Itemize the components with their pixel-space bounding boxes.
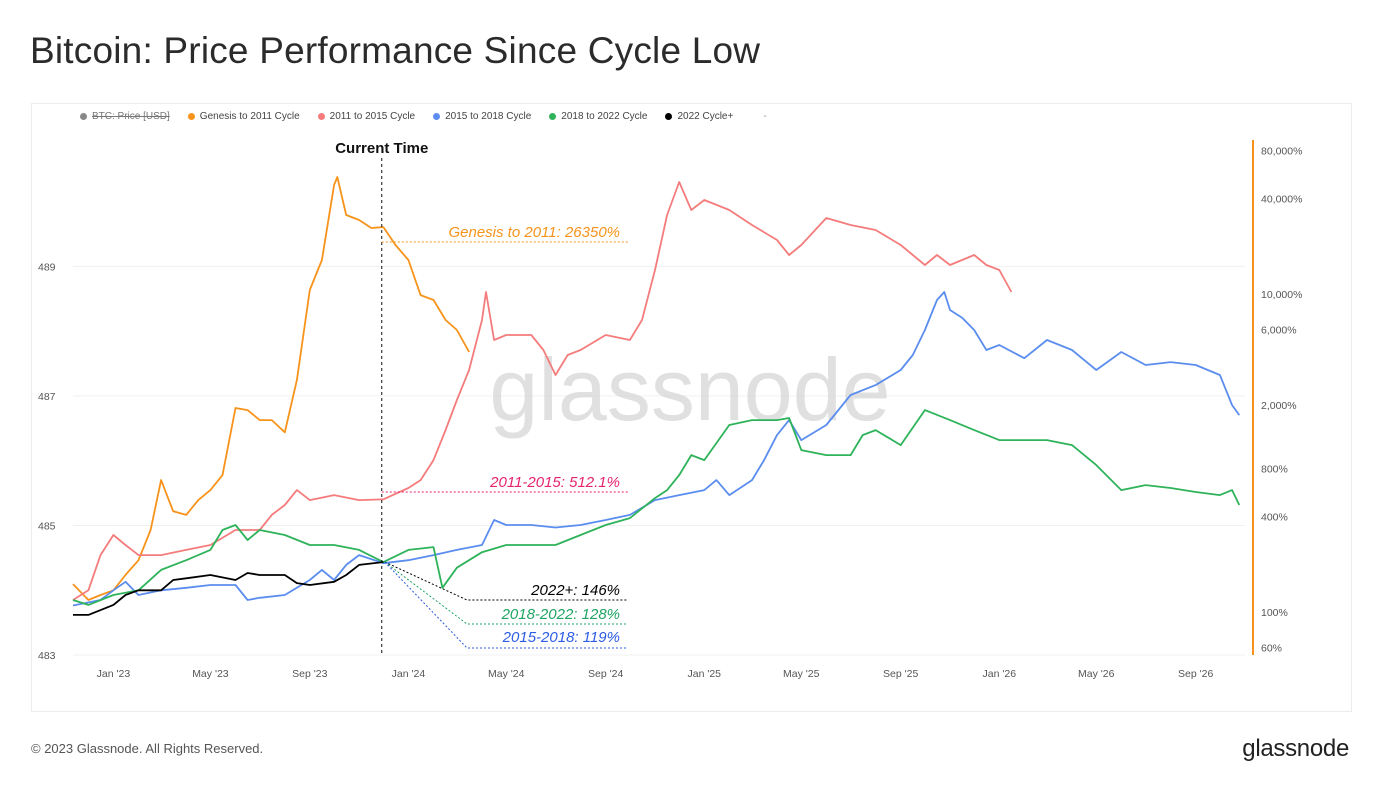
legend-item-2022-cycle[interactable]: 2022 Cycle+	[665, 111, 733, 122]
series-lines	[72, 176, 1241, 616]
chart-legend: BTC: Price [USD] Genesis to 2011 Cycle 2…	[80, 111, 767, 122]
grid-lines	[73, 265, 1245, 656]
legend-item-genesis-2011[interactable]: Genesis to 2011 Cycle	[187, 111, 300, 122]
y-right-tick-label: 2,000%	[1261, 400, 1297, 412]
x-tick-label: Sep '24	[588, 668, 623, 680]
legend-dot-icon	[317, 113, 325, 120]
x-tick-label: May '24	[488, 668, 525, 680]
annotation-label: 2011-2015: 512.1%	[489, 474, 620, 491]
annotation-label: 2018-2022: 128%	[501, 606, 620, 623]
legend-item-2011-2015[interactable]: 2011 to 2015 Cycle	[317, 111, 416, 122]
chart-frame	[31, 103, 1352, 712]
current-time-label: Current Time	[335, 140, 428, 157]
y-right-tick-label: 6,000%	[1261, 324, 1297, 336]
y-axis-ticks: 483 485 487 489 60% 100% 400% 800% 2,000% 6,000% 1…	[38, 140, 1302, 662]
legend-label: Genesis to 2011 Cycle	[199, 111, 300, 122]
annotations: Current Time Genesis to 2011: 26350% 2011-…	[335, 140, 628, 655]
footer-copyright: © 2023 Glassnode. All Rights Reserved.	[31, 741, 264, 756]
legend-dot-icon	[549, 113, 557, 120]
annotation-label: Genesis to 2011: 26350%	[448, 224, 620, 241]
x-tick-label: Sep '26	[1178, 668, 1213, 680]
series-line-3	[72, 409, 1241, 606]
legend-item-btc-price[interactable]: BTC: Price [USD]	[80, 111, 170, 122]
legend-label: -	[763, 111, 767, 122]
page-title: Bitcoin: Price Performance Since Cycle L…	[30, 30, 761, 71]
watermark: glassnode	[489, 340, 890, 439]
x-tick-label: Jan '24	[392, 668, 426, 680]
y-right-tick-label: 800%	[1261, 463, 1288, 475]
y-right-tick-label: 80,000%	[1261, 145, 1302, 157]
y-right-tick-label: 10,000%	[1261, 289, 1302, 301]
annotation-leader-line	[384, 561, 628, 601]
x-tick-label: Sep '25	[883, 668, 918, 680]
y-left-tick-label: 487	[38, 391, 56, 403]
glassnode-logo: glassnode	[1242, 735, 1349, 762]
y-right-tick-label: 60%	[1261, 642, 1282, 654]
legend-item-2015-2018[interactable]: 2015 to 2018 Cycle	[433, 111, 531, 122]
series-line-1	[72, 181, 1013, 601]
y-left-tick-label: 485	[38, 520, 56, 532]
legend-dot-icon	[80, 113, 87, 120]
legend-item-extra[interactable]: -	[763, 111, 766, 122]
annotation-label: 2015-2018: 119%	[502, 629, 620, 646]
x-tick-label: May '26	[1078, 668, 1115, 680]
series-line-4	[73, 561, 384, 616]
x-tick-label: Jan '25	[687, 668, 721, 680]
y-right-tick-label: 40,000%	[1261, 193, 1302, 205]
series-line-0	[72, 176, 470, 601]
x-axis-ticks: Jan '23 May '23 Sep '23 Jan '24 May '24 Sep '…	[97, 668, 1214, 680]
legend-label: 2011 to 2015 Cycle	[329, 111, 416, 122]
x-tick-label: May '23	[192, 668, 229, 680]
series-line-2	[72, 291, 1241, 607]
legend-label: 2022 Cycle+	[677, 111, 734, 122]
annotation-label: 2022+: 146%	[530, 582, 620, 599]
x-tick-label: Jan '23	[97, 668, 131, 680]
x-tick-label: Jan '26	[983, 668, 1017, 680]
y-left-tick-label: 489	[38, 261, 56, 273]
x-tick-label: May '25	[783, 668, 820, 680]
x-tick-label: Sep '23	[292, 668, 327, 680]
legend-label: 2018 to 2022 Cycle	[561, 111, 648, 122]
legend-dot-icon	[433, 113, 441, 120]
legend-item-2018-2022[interactable]: 2018 to 2022 Cycle	[549, 111, 647, 122]
legend-label: BTC: Price [USD]	[92, 111, 170, 122]
legend-label: 2015 to 2018 Cycle	[445, 111, 532, 122]
legend-dot-icon	[665, 113, 673, 120]
y-right-tick-label: 400%	[1261, 511, 1288, 523]
y-left-tick-label: 483	[38, 650, 56, 662]
y-right-tick-label: 100%	[1261, 607, 1288, 619]
legend-dot-icon	[187, 113, 195, 120]
